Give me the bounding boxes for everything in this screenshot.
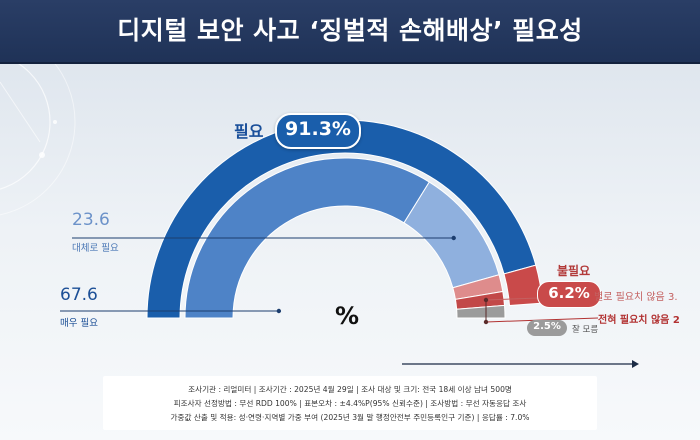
slice-label-not-at-all: 전혀 필요치 않음 2 — [598, 311, 680, 326]
leader-dot-very-needed — [276, 308, 282, 314]
survey-info-line-1: 조사기관 : 리얼미터 | 조사기간 : 2025년 4월 29일 | 조사 대… — [188, 385, 512, 394]
slice-label-dont-know: 잘 모름 — [572, 325, 599, 335]
slice-value-dont-know: 2.5% — [533, 321, 561, 332]
unit-label: % — [335, 302, 360, 330]
slice-value-very-needed: 67.6 — [60, 285, 98, 305]
survey-info-box: 조사기관 : 리얼미터 | 조사기간 : 2025년 4월 29일 | 조사 대… — [103, 376, 597, 430]
background-decoration — [0, 62, 76, 216]
leader-dot-not-at-all — [483, 319, 489, 325]
leader-dot-somewhat-needed — [451, 235, 456, 241]
slice-label-not-at-all-text: 전혀 필요치 않음 — [598, 315, 670, 326]
group-value-badge-unneeded — [537, 281, 601, 308]
group-value-need: 91.3% — [285, 118, 351, 140]
slice-label-very-needed: 매우 필요 — [60, 318, 98, 329]
leader-dot-not-much — [483, 297, 489, 303]
page-title: 디지털 보안 사고 ‘징벌적 손해배상’ 필요성 — [117, 16, 583, 45]
group-value-unneeded: 6.2% — [548, 284, 590, 302]
slice-label-somewhat-needed: 대체로 필요 — [72, 243, 119, 254]
slice-value-not-at-all: 2 — [672, 315, 680, 326]
group-arc-2 — [503, 264, 543, 307]
slice-arc-1 — [184, 157, 431, 319]
group-arc-1 — [146, 119, 537, 319]
slice-label-not-much-text: 별로 필요치 않음 — [594, 292, 665, 303]
slice-value-somewhat-needed: 23.6 — [72, 210, 110, 230]
group-label-need: 필요 — [234, 122, 264, 141]
header-bar: 디지털 보안 사고 ‘징벌적 손해배상’ 필요성 — [0, 0, 700, 64]
group-label-unneeded: 불필요 — [557, 264, 591, 278]
survey-info-line-2: 피조사자 선정방법 : 무선 RDD 100% | 표본오차 : ±4.4%P(… — [173, 399, 527, 408]
slice-label-not-much: 별로 필요치 않음 3. — [594, 288, 678, 303]
slice-value-not-much: 3. — [667, 292, 678, 303]
slice-arc-5 — [456, 304, 506, 319]
slice-badge-dont-know — [527, 320, 567, 336]
group-value-badge-need — [275, 113, 361, 149]
survey-info-line-3: 가중값 산출 및 적용: 성·연령·지역별 가중 부여 (2025년 3월 말 … — [170, 413, 530, 422]
decorative-arrow — [402, 360, 639, 368]
